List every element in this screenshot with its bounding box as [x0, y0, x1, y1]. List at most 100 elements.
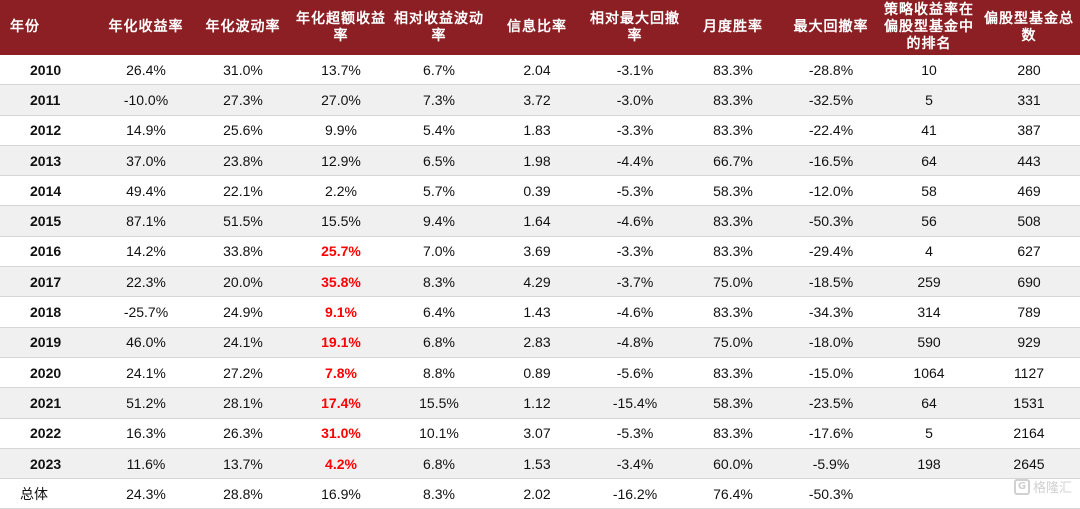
table-cell: 83.3% [684, 205, 782, 237]
table-cell: 789 [978, 296, 1080, 328]
year-cell: 2022 [0, 418, 98, 449]
table-cell: 2.2% [292, 175, 390, 207]
table-cell: -25.7% [98, 296, 194, 328]
table-cell: 6.7% [390, 55, 488, 86]
table-cell: 4 [880, 236, 978, 268]
table-cell: 508 [978, 205, 1080, 237]
table-cell: 1127 [978, 357, 1080, 389]
table-cell: -15.4% [586, 387, 684, 419]
table-cell: 56 [880, 205, 978, 237]
header-annual-return: 年化收益率 [98, 0, 194, 55]
table-cell: -34.3% [782, 296, 880, 328]
table-cell: 58.3% [684, 387, 782, 419]
table-cell: -23.5% [782, 387, 880, 419]
table-cell: 6.8% [390, 448, 488, 480]
table-cell: 66.7% [684, 145, 782, 177]
table-cell: 13.7% [194, 448, 292, 480]
table-cell: 9.9% [292, 115, 390, 146]
table-cell: 75.0% [684, 266, 782, 298]
table-cell: 443 [978, 145, 1080, 177]
year-cell: 2010 [0, 55, 98, 86]
table-cell: -5.3% [586, 418, 684, 449]
table-cell: -4.8% [586, 327, 684, 358]
table-cell: 1.64 [488, 205, 586, 237]
table-cell: 5 [880, 418, 978, 449]
table-cell: 7.0% [390, 236, 488, 268]
header-annual-volatility: 年化波动率 [194, 0, 292, 55]
table-cell: 5 [880, 84, 978, 116]
table-cell: 75.0% [684, 327, 782, 358]
table-cell: 20.0% [194, 266, 292, 298]
table-cell: 27.0% [292, 84, 390, 116]
table-cell: 2.04 [488, 55, 586, 86]
table-cell: 6.8% [390, 327, 488, 358]
year-cell: 总体 [0, 478, 98, 509]
table-cell: 22.1% [194, 175, 292, 207]
table-cell: 1.12 [488, 387, 586, 419]
table-cell: 26.3% [194, 418, 292, 449]
table-cell: 87.1% [98, 205, 194, 237]
table-cell: -5.6% [586, 357, 684, 389]
table-cell: 22.3% [98, 266, 194, 298]
table-row: 2011 -10.0% 27.3% 27.0% 7.3% 3.72 -3.0% 83.3% -3… [0, 84, 1080, 116]
table-cell: 259 [880, 266, 978, 298]
table-cell: 83.3% [684, 418, 782, 449]
table-row: 2012 14.9% 25.6% 9.9% 5.4% 1.83 -3.3% 83.3% -22.… [0, 115, 1080, 146]
table-cell: -18.0% [782, 327, 880, 358]
table-cell: 9.4% [390, 205, 488, 237]
table-row: 2019 46.0% 24.1% 19.1% 6.8% 2.83 -4.8% 75.0% -18… [0, 327, 1080, 358]
table-cell: 83.3% [684, 296, 782, 328]
table-cell: -4.6% [586, 205, 684, 237]
table-cell: 83.3% [684, 115, 782, 146]
header-relative-max-drawdown: 相对最大回撤率 [586, 0, 684, 55]
table-cell: 5.7% [390, 175, 488, 207]
table-cell: 76.4% [684, 478, 782, 509]
table-cell: -16.2% [586, 478, 684, 509]
table-row: 2018 -25.7% 24.9% 9.1% 6.4% 1.43 -4.6% 83.3% -34… [0, 296, 1080, 328]
year-cell: 2017 [0, 266, 98, 298]
table-cell: 8.8% [390, 357, 488, 389]
table-cell: -5.3% [586, 175, 684, 207]
table-cell: 25.6% [194, 115, 292, 146]
table-cell: -3.0% [586, 84, 684, 116]
table-cell: 25.7% [292, 236, 390, 268]
table-row: 2016 14.2% 33.8% 25.7% 7.0% 3.69 -3.3% 83.3% -29… [0, 236, 1080, 268]
table-cell: 2.02 [488, 478, 586, 509]
table-cell: -22.4% [782, 115, 880, 146]
table-cell: -3.7% [586, 266, 684, 298]
table-cell: 7.8% [292, 357, 390, 389]
table-cell: 15.5% [390, 387, 488, 419]
table-row-total: 总体 24.3% 28.8% 16.9% 8.3% 2.02 -16.2% 76.4% -50.… [0, 478, 1080, 509]
table-cell: 60.0% [684, 448, 782, 480]
table-cell: 8.3% [390, 478, 488, 509]
header-relative-volatility: 相对收益波动率 [390, 0, 488, 55]
table-cell: 83.3% [684, 55, 782, 86]
table-cell: -15.0% [782, 357, 880, 389]
watermark: G 格隆汇 [1013, 477, 1072, 496]
table-cell: 6.4% [390, 296, 488, 328]
table-cell: 4.29 [488, 266, 586, 298]
watermark-logo-icon: G [1013, 478, 1030, 495]
header-year: 年份 [0, 0, 98, 55]
table-cell: 13.7% [292, 55, 390, 86]
table-cell: 3.07 [488, 418, 586, 449]
table-cell: 17.4% [292, 387, 390, 419]
table-cell: 24.9% [194, 296, 292, 328]
table-row: 2013 37.0% 23.8% 12.9% 6.5% 1.98 -4.4% 66.7% -16… [0, 145, 1080, 177]
year-cell: 2018 [0, 296, 98, 328]
table-cell: 314 [880, 296, 978, 328]
year-cell: 2016 [0, 236, 98, 268]
table-cell: 1.53 [488, 448, 586, 480]
year-cell: 2021 [0, 387, 98, 419]
table-cell: 1.83 [488, 115, 586, 146]
table-cell: 31.0% [292, 418, 390, 449]
table-cell: -17.6% [782, 418, 880, 449]
table-cell: 26.4% [98, 55, 194, 86]
table-cell: 2.83 [488, 327, 586, 358]
table-cell: 49.4% [98, 175, 194, 207]
table-cell: 4.2% [292, 448, 390, 480]
table-cell: 198 [880, 448, 978, 480]
table-cell: -10.0% [98, 84, 194, 116]
table-cell: 51.5% [194, 205, 292, 237]
